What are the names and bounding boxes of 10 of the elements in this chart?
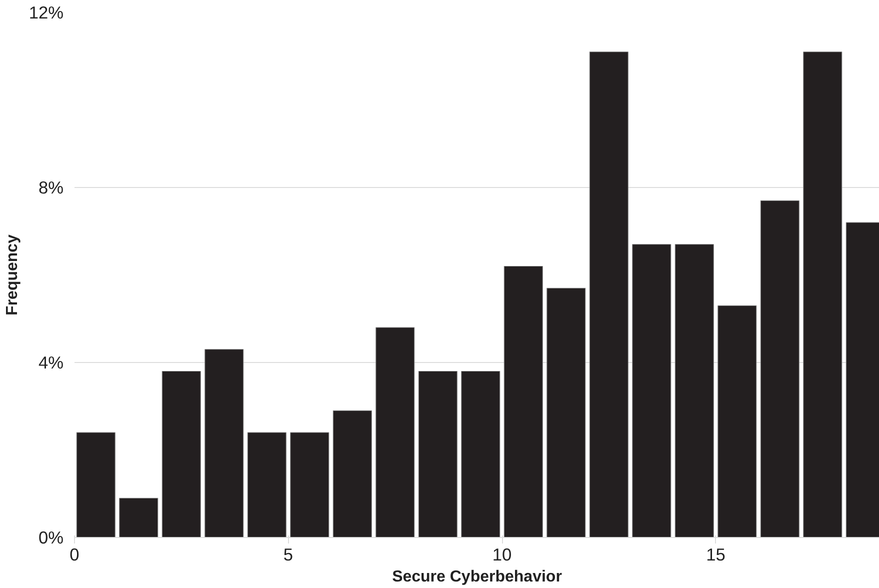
y-tick-label: 0% — [38, 528, 64, 548]
y-tick-label: 12% — [28, 2, 64, 22]
y-axis-title: Frequency — [4, 234, 21, 316]
x-tick-label: 15 — [706, 544, 726, 564]
x-tick-label: 0 — [70, 544, 80, 564]
y-tick-label: 4% — [38, 352, 64, 372]
y-tick-label: 8% — [38, 178, 64, 198]
x-tick-label: 5 — [283, 544, 294, 564]
x-axis-title: Secure Cyberbehavior — [392, 568, 562, 586]
x-tick-label: 10 — [492, 544, 512, 564]
